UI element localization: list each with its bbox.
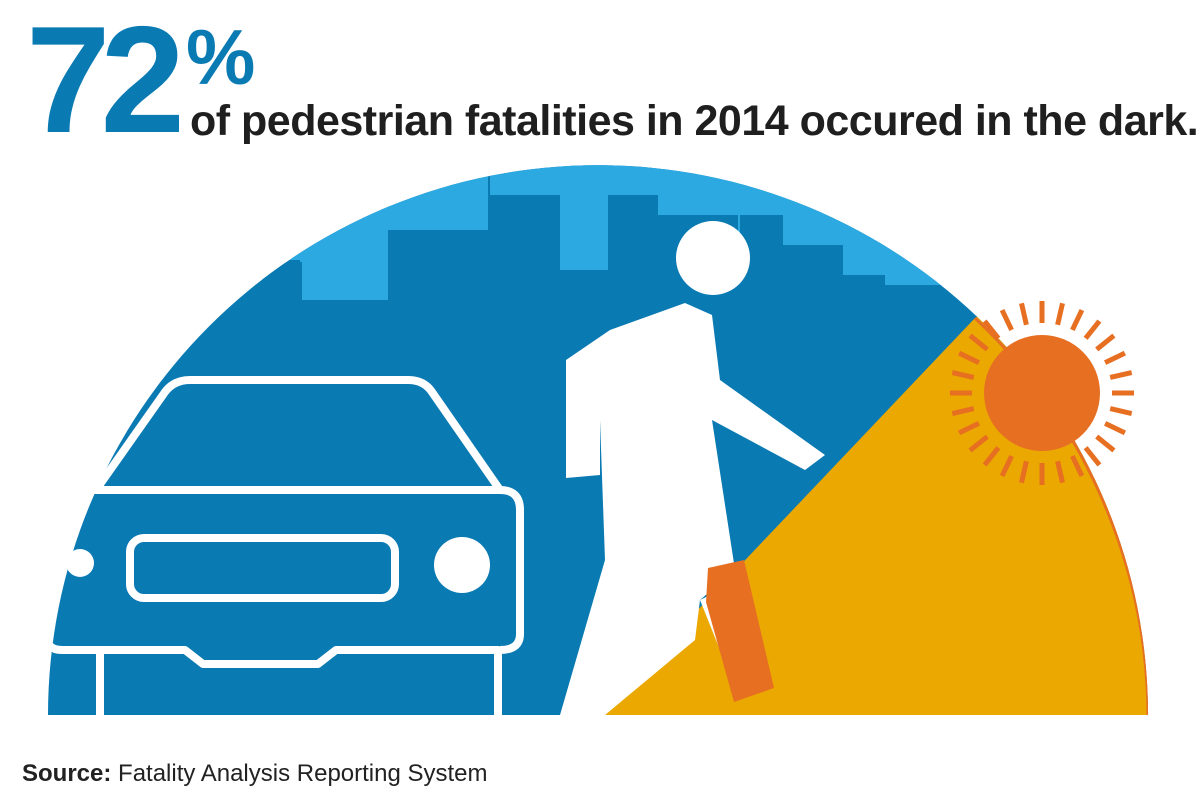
sun-ray bbox=[982, 319, 1001, 340]
sun-ray bbox=[1104, 350, 1126, 365]
sun-ray bbox=[999, 309, 1014, 331]
statistic-description: of pedestrian fatalities in 2014 occured… bbox=[190, 97, 1199, 145]
sun-ray bbox=[982, 446, 1001, 467]
sun-ray bbox=[1109, 370, 1133, 380]
statistic-unit: % bbox=[186, 13, 256, 101]
source-label: Source: bbox=[22, 760, 112, 787]
sun-ray bbox=[958, 350, 980, 365]
sun-ray bbox=[1095, 333, 1116, 352]
sun-ray bbox=[1109, 406, 1133, 416]
pedestrian-icon bbox=[560, 221, 825, 715]
sun-ray bbox=[1070, 309, 1085, 331]
sun-ray bbox=[1070, 455, 1085, 477]
sun-ray bbox=[951, 406, 975, 416]
headline: 72 % of pedestrian fatalities in 2014 oc… bbox=[0, 0, 1200, 156]
sun-icon bbox=[950, 301, 1134, 485]
sun-ray bbox=[1019, 302, 1029, 326]
sun-ray bbox=[1083, 319, 1102, 340]
source-text: Fatality Analysis Reporting System bbox=[118, 760, 488, 787]
statistic-value: 72 bbox=[26, 0, 185, 165]
sun-ray bbox=[1095, 434, 1116, 453]
sun-ray bbox=[1104, 421, 1126, 436]
sun-ray bbox=[1055, 460, 1065, 484]
sun-ray bbox=[968, 434, 989, 453]
sun-ray bbox=[1083, 446, 1102, 467]
car-icon bbox=[42, 376, 524, 715]
sun-ray bbox=[958, 421, 980, 436]
sun-ray bbox=[951, 370, 975, 380]
illustration bbox=[42, 165, 1148, 716]
sun-ray bbox=[999, 455, 1014, 477]
sun-ray bbox=[968, 333, 989, 352]
sun-ray bbox=[1055, 302, 1065, 326]
sun-ray bbox=[1019, 460, 1029, 484]
source-credit: Source: Fatality Analysis Reporting Syst… bbox=[22, 760, 488, 788]
